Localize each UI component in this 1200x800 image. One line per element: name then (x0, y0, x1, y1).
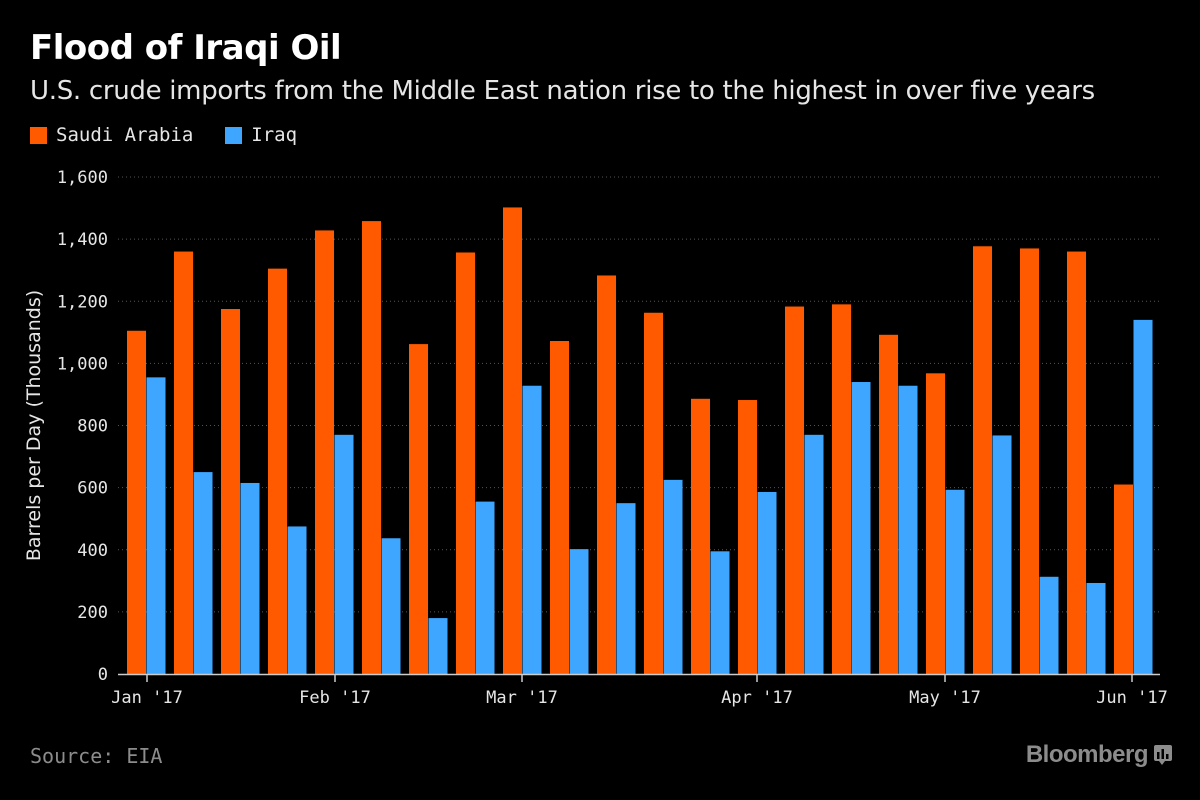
bar-iraq (1086, 582, 1106, 674)
y-axis-title: Barrels per Day (Thousands) (23, 290, 45, 561)
x-tick-label: Feb '17 (299, 688, 371, 708)
bar-saudi-arabia (644, 312, 663, 674)
bar-iraq (334, 434, 354, 674)
y-tick-label: 200 (77, 603, 108, 623)
brand-logo: Bloomberg (1025, 741, 1149, 768)
bar-saudi-arabia (879, 334, 898, 674)
bar-iraq (992, 435, 1012, 674)
bar-iraq (663, 479, 683, 674)
bar-iraq (757, 491, 777, 674)
y-tick-label: 800 (77, 417, 108, 437)
bar-iraq (1039, 576, 1059, 674)
bar-saudi-arabia (409, 344, 428, 674)
bar-iraq (287, 526, 307, 674)
bar-iraq (569, 549, 589, 674)
bar-saudi-arabia (221, 309, 240, 674)
y-tick-label: 1,200 (57, 292, 108, 312)
bar-iraq (428, 618, 448, 674)
x-tick-label: Jun '17 (1096, 688, 1168, 708)
bar-saudi-arabia (691, 398, 710, 674)
bar-iraq (804, 434, 824, 674)
legend: Saudi Arabia Iraq (30, 124, 329, 146)
y-tick-label: 400 (77, 541, 108, 561)
bar-iraq (475, 501, 495, 674)
legend-item-saudi-arabia: Saudi Arabia (30, 124, 193, 146)
bar-saudi-arabia (832, 304, 851, 674)
bar-saudi-arabia (456, 252, 475, 674)
bar-saudi-arabia (127, 330, 146, 674)
bar-iraq (522, 385, 542, 674)
bar-iraq (240, 482, 260, 674)
bar-saudi-arabia (1114, 484, 1133, 674)
bar-saudi-arabia (362, 221, 381, 674)
bar-saudi-arabia (785, 306, 804, 674)
bar-iraq (710, 551, 730, 674)
bar-saudi-arabia (926, 373, 945, 674)
legend-label-saudi-arabia: Saudi Arabia (56, 124, 194, 146)
x-tick-label: Mar '17 (486, 688, 558, 708)
bar-iraq (898, 385, 918, 674)
bloomberg-chart-icon (1154, 745, 1172, 765)
bar-iraq (146, 377, 166, 674)
x-tick-label: Jan '17 (111, 688, 183, 708)
bar-saudi-arabia (1067, 251, 1086, 675)
bar-saudi-arabia (1020, 248, 1039, 674)
x-tick-label: May '17 (909, 688, 981, 708)
x-tick-label: Apr '17 (721, 688, 793, 708)
legend-swatch-iraq (225, 126, 243, 144)
bar-iraq (1133, 319, 1153, 674)
bar-iraq (616, 503, 636, 674)
bar-saudi-arabia (315, 230, 334, 675)
bar-iraq (381, 538, 401, 674)
bar-saudi-arabia (550, 341, 569, 674)
y-tick-label: 600 (77, 479, 108, 499)
chart-subtitle: U.S. crude imports from the Middle East … (30, 76, 1095, 106)
legend-label-iraq: Iraq (251, 124, 298, 146)
bar-saudi-arabia (268, 268, 287, 674)
legend-swatch-saudi-arabia (30, 126, 47, 144)
chart-title: Flood of Iraqi Oil (30, 28, 342, 68)
y-tick-label: 1,000 (57, 354, 108, 374)
bar-saudi-arabia (738, 400, 757, 674)
y-tick-label: 1,400 (57, 230, 108, 250)
bar-iraq (945, 489, 965, 674)
bar-saudi-arabia (597, 275, 616, 674)
bar-iraq (193, 472, 213, 674)
bar-saudi-arabia (174, 251, 193, 675)
bar-saudi-arabia (973, 246, 992, 674)
y-tick-label: 1,600 (57, 168, 108, 188)
bar-saudi-arabia (503, 207, 522, 674)
bar-iraq (851, 382, 871, 674)
legend-item-iraq: Iraq (225, 124, 297, 146)
source-note: Source: EIA (30, 744, 163, 768)
y-tick-label: 0 (98, 665, 108, 685)
